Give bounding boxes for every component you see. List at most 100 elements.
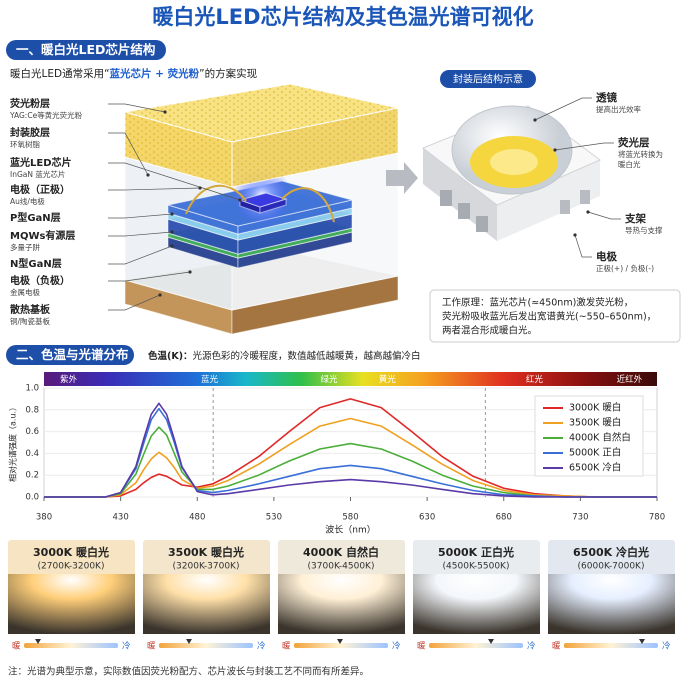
part-name: 电极 xyxy=(596,250,617,263)
terminal xyxy=(476,216,488,232)
legend-label: 6500K 冷白 xyxy=(569,462,621,474)
leader-dot xyxy=(170,244,174,248)
y-tick-label: 0.4 xyxy=(25,449,39,459)
layer-name: MQWs有源层 xyxy=(10,229,75,242)
legend-label: 4000K 自然白 xyxy=(569,432,631,444)
cct-note: 色温(K)：光源色彩的冷暖程度，数值越低越暖黄，越高越偏冷白 xyxy=(148,350,421,362)
cct-note-label: 色温(K)： xyxy=(148,350,193,362)
band-label: 红光 xyxy=(526,374,544,385)
scale-warm: 暖 xyxy=(282,642,291,652)
spectrum-line xyxy=(44,426,657,498)
x-tick-label: 430 xyxy=(113,513,129,523)
leader xyxy=(108,132,149,176)
cct-marker xyxy=(35,639,41,644)
scale-cool: 冷 xyxy=(257,641,266,652)
package-label: 封装后结构示意 xyxy=(453,73,523,86)
layer-desc: 多量子阱 xyxy=(10,242,40,252)
x-tick-label: 680 xyxy=(496,513,512,523)
leader-dot xyxy=(553,148,557,152)
layer-desc: InGaN 蓝光芯片 xyxy=(10,169,65,179)
card-range: (3700K-4500K) xyxy=(308,562,375,572)
leader-dot xyxy=(188,270,192,274)
leader xyxy=(108,213,173,219)
spectrum-line xyxy=(44,402,657,498)
card-range: (6000K-7000K) xyxy=(578,562,645,572)
leader xyxy=(108,245,173,265)
leader xyxy=(108,187,201,191)
card-title: 6500K 冷白光 xyxy=(573,545,649,559)
part-desc: 提高出光效率 xyxy=(596,104,641,114)
x-tick-label: 630 xyxy=(419,513,435,523)
scale-warm: 暖 xyxy=(552,642,561,652)
package-pill xyxy=(440,70,536,88)
part-name: 支架 xyxy=(624,212,646,225)
card-light xyxy=(278,574,405,634)
cct-note-text: 光源色彩的冷暖程度，数值越低越暖黄，越高越偏冷白 xyxy=(193,350,421,362)
spectrum-line xyxy=(44,417,657,498)
legend-label: 3500K 暖白 xyxy=(569,417,621,429)
card-range: (4500K-5500K) xyxy=(443,562,510,572)
leader xyxy=(108,271,191,282)
leader-dot xyxy=(158,293,162,297)
card-title: 3500K 暖白光 xyxy=(168,545,244,559)
intro: 暖白光LED通常采用“蓝光芯片 + 荧光粉”的方案实现 xyxy=(10,67,258,80)
leader xyxy=(574,234,592,258)
intro-prefix: 暖白光LED通常采用“ xyxy=(10,67,110,80)
band-label: 黄光 xyxy=(379,374,397,385)
title: 暖白光LED芯片结构及其色温光谱可视化 xyxy=(152,5,533,29)
leader-dot xyxy=(533,118,537,122)
y-tick-label: 0.6 xyxy=(25,427,39,437)
leader xyxy=(108,231,173,237)
card-light xyxy=(8,574,135,634)
card-range: (2700K-3200K) xyxy=(38,562,105,572)
card-title: 5000K 正白光 xyxy=(438,545,514,559)
layer-name: 电极（负极） xyxy=(10,274,70,287)
section-pill xyxy=(6,40,166,60)
footnote: 注：光谱为典型示意，实际数值因荧光粉配方、芯片波长与封装工艺不同而有所差异。 xyxy=(8,666,369,678)
card-light xyxy=(548,574,675,634)
leader-dot xyxy=(573,233,577,237)
x-tick-label: 580 xyxy=(342,513,358,523)
cct-scale xyxy=(294,643,388,648)
layer-name: N型GaN层 xyxy=(10,257,62,270)
leader-dot xyxy=(146,173,150,177)
card-light xyxy=(413,574,540,634)
intro-suffix: ”的方案实现 xyxy=(199,67,257,80)
layer-desc: 铜/陶瓷基板 xyxy=(10,316,51,326)
y-tick-label: 1.0 xyxy=(25,384,39,394)
layer-desc: Au线/电极 xyxy=(10,196,45,206)
band-label: 紫外 xyxy=(60,374,78,385)
card-range: (3200K-3700K) xyxy=(173,562,240,572)
layer-name: P型GaN层 xyxy=(10,211,61,224)
section-heading: 二、色温与光谱分布 xyxy=(16,347,129,362)
spectrum-bar xyxy=(44,372,657,386)
cct-marker xyxy=(488,639,494,644)
cct-scale xyxy=(24,643,118,648)
card-title: 4000K 自然白 xyxy=(303,545,379,559)
cct-scale xyxy=(564,643,658,648)
terminal xyxy=(560,200,570,214)
x-tick-label: 380 xyxy=(36,513,52,523)
scale-cool: 冷 xyxy=(122,641,131,652)
swatch-row: 3000K 暖白光 (2700K-3200K) 暖 冷 3500K 暖白光 (3200K-… xyxy=(8,540,675,657)
x-axis-label: 波长（nm） xyxy=(325,524,375,536)
cct-scale xyxy=(159,643,253,648)
layer-name: 蓝光LED芯片 xyxy=(10,156,72,169)
arrow xyxy=(386,162,418,194)
leader xyxy=(108,294,161,311)
legend-label: 3000K 暖白 xyxy=(569,402,621,414)
y-tick-label: 0.0 xyxy=(25,493,39,503)
leader xyxy=(108,103,166,113)
face xyxy=(497,160,600,241)
part-desc: 暖白光 xyxy=(618,159,641,169)
x-tick-label: 730 xyxy=(572,513,588,523)
leader-dot xyxy=(238,198,242,202)
principle-line: 两者混合形成暖白光。 xyxy=(442,325,537,337)
layer-name: 封装胶层 xyxy=(10,126,50,139)
legend-label: 5000K 正白 xyxy=(569,447,621,459)
card-title: 3000K 暖白光 xyxy=(33,545,109,559)
leader-dot xyxy=(170,230,174,234)
spectrum-line xyxy=(44,407,657,498)
band-label: 绿光 xyxy=(321,374,339,385)
